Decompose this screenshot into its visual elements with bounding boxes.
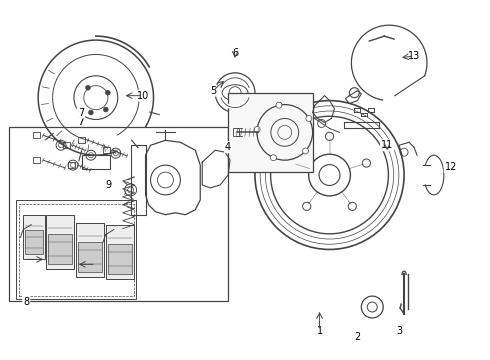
Bar: [76, 223, 104, 277]
Bar: [16, 200, 136, 299]
Text: 10: 10: [136, 91, 148, 101]
Bar: [33, 132, 40, 138]
Circle shape: [105, 90, 110, 95]
Circle shape: [270, 155, 276, 161]
Bar: [82, 155, 110, 169]
Circle shape: [306, 116, 312, 121]
Circle shape: [254, 126, 260, 132]
Bar: [103, 147, 110, 153]
Bar: [228, 93, 313, 172]
Text: 3: 3: [396, 326, 402, 336]
Circle shape: [103, 107, 108, 112]
Text: 1: 1: [317, 326, 322, 336]
Bar: [106, 225, 134, 279]
Bar: [33, 157, 40, 163]
Bar: [233, 129, 239, 136]
Circle shape: [302, 148, 308, 154]
Text: 7: 7: [77, 117, 84, 127]
Bar: [25, 230, 43, 255]
Bar: [9, 127, 228, 301]
Circle shape: [85, 85, 90, 90]
Text: 6: 6: [232, 48, 238, 58]
Bar: [63, 142, 70, 148]
Bar: [46, 215, 74, 269]
Bar: [78, 242, 102, 272]
Text: 5: 5: [210, 86, 216, 96]
Bar: [23, 215, 45, 260]
Text: 12: 12: [444, 162, 457, 172]
Bar: [108, 244, 132, 274]
Text: 11: 11: [381, 140, 393, 150]
Text: 7: 7: [78, 108, 84, 117]
Circle shape: [88, 110, 94, 115]
Bar: [78, 137, 85, 143]
Circle shape: [276, 102, 282, 108]
Text: 2: 2: [354, 332, 361, 342]
Bar: [19, 204, 134, 296]
Bar: [68, 162, 75, 168]
Text: 13: 13: [408, 51, 420, 61]
Bar: [48, 234, 72, 264]
Text: 9: 9: [106, 180, 112, 190]
Text: 4: 4: [225, 142, 231, 152]
Text: 8: 8: [23, 297, 29, 307]
